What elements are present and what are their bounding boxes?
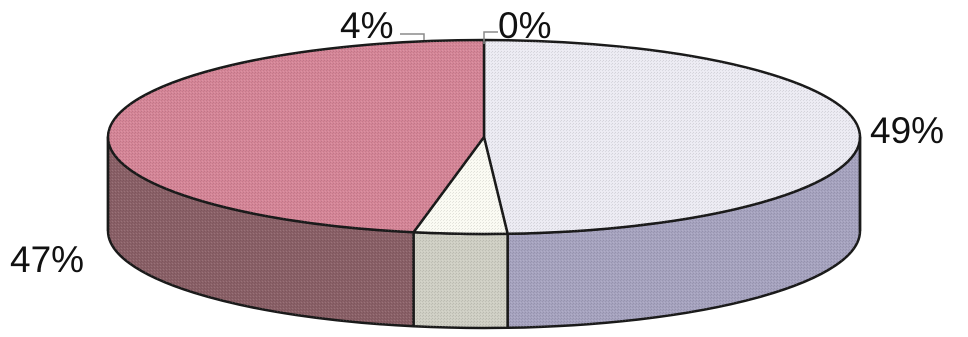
pie-slice-texture-49pct <box>484 40 860 234</box>
pie-labels: 49% 0% 4% 47% <box>10 5 944 280</box>
pie-slice-side-texture-47pct <box>108 137 414 327</box>
data-label-49pct: 49% <box>870 110 944 151</box>
pie-sides <box>106 135 862 330</box>
pie-leaders <box>400 31 498 44</box>
data-label-4pct: 4% <box>340 5 393 46</box>
pie-slice-side-texture-4pct <box>413 232 508 328</box>
pie-slice-texture-47pct <box>108 40 484 233</box>
data-label-47pct: 47% <box>10 239 84 280</box>
pie-tops <box>106 38 862 236</box>
pie-slice-texture-4pct <box>413 137 508 234</box>
pie-slice-side-texture-49pct <box>507 137 860 328</box>
leader-line-4pct <box>400 33 425 40</box>
data-label-0pct: 0% <box>498 5 551 46</box>
leader-line-0pct <box>483 31 498 44</box>
pie-edges <box>106 137 862 231</box>
